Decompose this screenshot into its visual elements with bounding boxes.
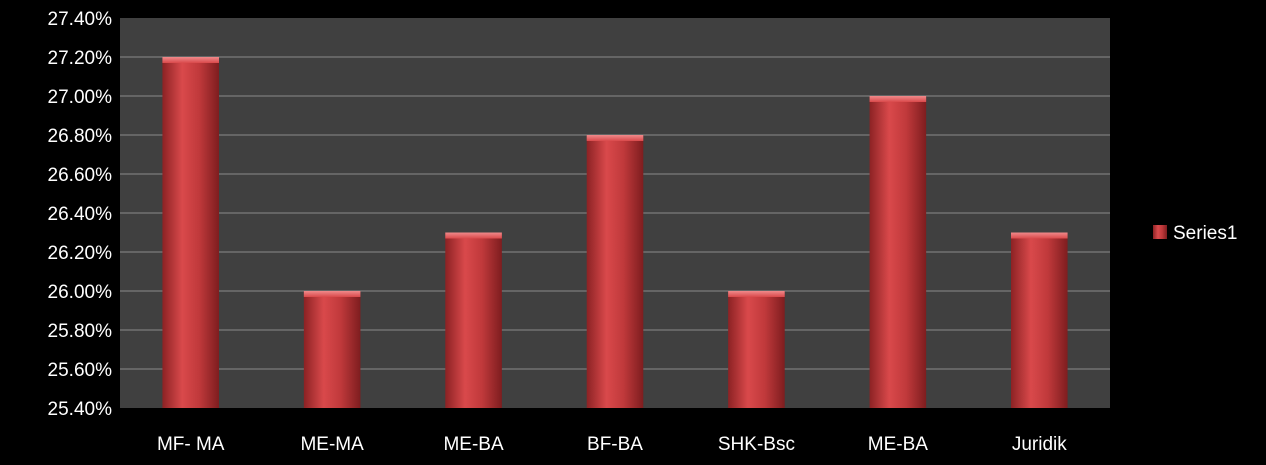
x-category-label: ME-BA <box>443 434 504 455</box>
x-category-label: MF- MA <box>157 434 225 455</box>
bar <box>586 135 644 408</box>
bar-body <box>162 57 219 408</box>
legend-label: Series1 <box>1173 223 1237 244</box>
bar-top-bevel <box>869 96 927 102</box>
y-tick-label: 27.00% <box>48 87 113 108</box>
bar-top-bevel <box>586 135 644 141</box>
y-tick-label: 25.60% <box>48 360 113 381</box>
legend-swatch <box>1153 225 1167 239</box>
bar-body <box>445 232 502 408</box>
y-tick-label: 26.40% <box>48 204 113 225</box>
y-tick-label: 26.00% <box>48 282 113 303</box>
x-category-label: Juridik <box>1012 434 1067 455</box>
bar-top-bevel <box>162 57 219 63</box>
bar <box>728 291 785 408</box>
x-category-label: ME-MA <box>300 434 364 455</box>
y-tick-label: 26.60% <box>48 165 113 186</box>
bar <box>303 291 361 408</box>
bar <box>869 96 927 408</box>
bar-top-bevel <box>728 291 785 297</box>
y-tick-label: 25.40% <box>48 399 113 420</box>
bar <box>445 232 502 408</box>
y-tick-label: 25.80% <box>48 321 113 342</box>
x-category-label: SHK-Bsc <box>718 434 795 455</box>
y-axis-ticks: 25.40% 25.60% 25.80% 26.00% 26.20% 26.40% 26.6… <box>48 9 113 420</box>
y-tick-label: 26.80% <box>48 126 113 147</box>
bar-body <box>303 291 361 408</box>
bar-body <box>869 96 927 408</box>
bar-top-bevel <box>445 232 502 239</box>
x-category-label: BF-BA <box>587 434 643 455</box>
bar-body <box>586 135 644 408</box>
x-category-label: ME-BA <box>868 434 929 455</box>
y-tick-label: 27.20% <box>48 48 113 69</box>
bar-body <box>728 291 785 408</box>
bar-top-bevel <box>303 291 361 297</box>
y-tick-label: 26.20% <box>48 243 113 264</box>
bar-body <box>1011 232 1068 408</box>
legend: Series1 <box>1153 223 1237 244</box>
y-tick-label: 27.40% <box>48 9 113 30</box>
bar-top-bevel <box>1011 232 1068 239</box>
x-axis-labels: MF- MA ME-MA ME-BA BF-BA SHK-Bsc ME-BA Juridik <box>157 434 1067 455</box>
bar <box>162 57 219 408</box>
bar <box>1011 232 1068 408</box>
bars <box>162 57 1068 408</box>
